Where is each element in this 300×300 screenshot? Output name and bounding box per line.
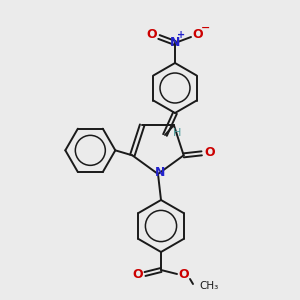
Text: N: N (170, 37, 180, 50)
Text: −: − (201, 23, 211, 33)
Text: +: + (177, 30, 185, 40)
Text: CH₃: CH₃ (199, 281, 218, 291)
Text: O: O (179, 268, 189, 281)
Text: O: O (204, 146, 215, 159)
Text: H: H (173, 128, 181, 138)
Text: N: N (155, 167, 165, 179)
Text: O: O (147, 28, 157, 40)
Text: O: O (193, 28, 203, 40)
Text: O: O (133, 268, 143, 281)
